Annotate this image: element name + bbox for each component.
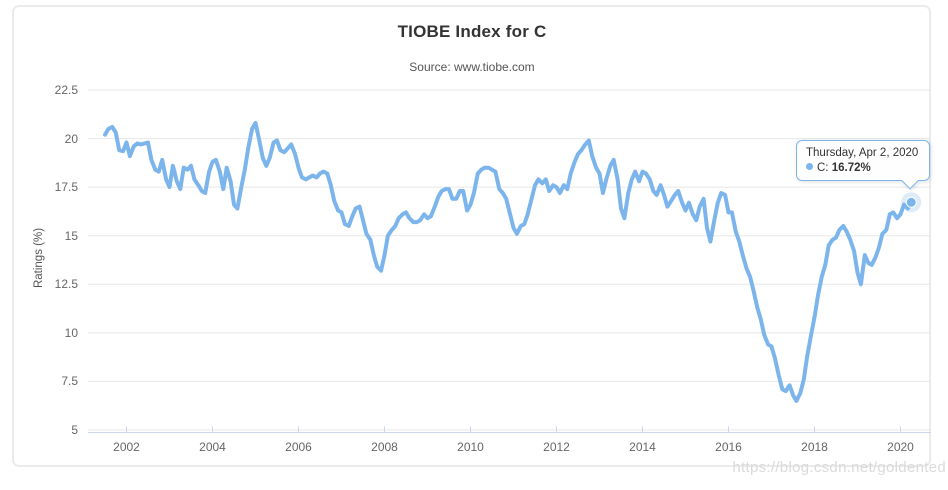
watermark: https://blog.csdn.net/goldented xyxy=(732,459,946,476)
y-tick-label: 20 xyxy=(64,131,78,146)
series-line-c[interactable] xyxy=(103,121,914,403)
tooltip-series-label: C: xyxy=(817,162,829,174)
tooltip-series-row: C: 16.72% xyxy=(806,162,921,174)
y-tick-label: 10 xyxy=(64,325,78,340)
x-tick-label: 2010 xyxy=(457,440,484,454)
x-tick-label: 2002 xyxy=(113,440,140,454)
y-tick-label: 7.5 xyxy=(61,374,78,389)
x-tick-label: 2014 xyxy=(629,440,656,454)
chart-subtitle: Source: www.tiobe.com xyxy=(409,60,535,74)
tooltip: Thursday, Apr 2, 2020 C: 16.72% xyxy=(796,140,930,189)
series-dot-icon xyxy=(806,163,813,170)
x-tick-label: 2020 xyxy=(887,440,914,454)
x-tick-label: 2016 xyxy=(715,440,742,454)
y-tick-label: 5 xyxy=(71,423,78,437)
tooltip-date: Thursday, Apr 2, 2020 xyxy=(806,147,919,159)
x-tick-label: 2006 xyxy=(285,440,312,454)
x-tick-label: 2004 xyxy=(199,440,226,454)
y-tick-label: 17.5 xyxy=(54,180,78,195)
x-tick-label: 2008 xyxy=(371,440,398,454)
x-tick-label: 2012 xyxy=(543,440,570,454)
chart-title: TIOBE Index for C xyxy=(397,22,547,41)
hovered-point-marker[interactable] xyxy=(905,196,917,208)
y-tick-label: 22.5 xyxy=(54,83,78,97)
x-tick-label: 2018 xyxy=(801,440,828,454)
y-tick-label: 15 xyxy=(64,228,78,243)
y-tick-label: 12.5 xyxy=(54,277,78,292)
tooltip-value: 16.72% xyxy=(831,162,871,174)
